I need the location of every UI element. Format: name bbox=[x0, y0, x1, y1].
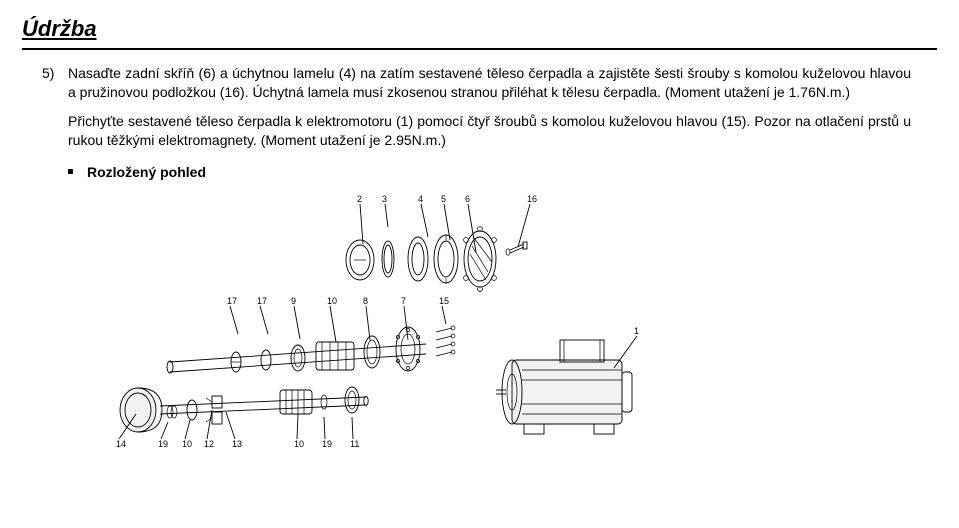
svg-text:7: 7 bbox=[401, 296, 406, 306]
part-5 bbox=[434, 235, 458, 283]
part-1-motor bbox=[496, 340, 632, 434]
part-19a bbox=[167, 406, 177, 418]
svg-text:1: 1 bbox=[634, 326, 639, 336]
step-text: Nasaďte zadní skříň (6) a úchytnou lamel… bbox=[68, 64, 937, 102]
part-3 bbox=[382, 241, 394, 277]
part-4 bbox=[408, 237, 428, 281]
bullet-dot bbox=[68, 169, 73, 174]
part-17b bbox=[261, 350, 271, 370]
svg-text:10: 10 bbox=[294, 439, 304, 449]
part-6 bbox=[464, 226, 497, 291]
exploded-view-diagram: 23456161717910871514191012131019111 bbox=[108, 192, 937, 462]
part-17a bbox=[231, 352, 241, 372]
svg-text:10: 10 bbox=[327, 296, 337, 306]
svg-text:16: 16 bbox=[527, 194, 537, 204]
svg-text:15: 15 bbox=[439, 296, 449, 306]
svg-text:10: 10 bbox=[182, 439, 192, 449]
bullet-label: Rozložený pohled bbox=[87, 164, 206, 180]
svg-text:2: 2 bbox=[357, 194, 362, 204]
svg-text:4: 4 bbox=[418, 194, 423, 204]
svg-text:6: 6 bbox=[465, 194, 470, 204]
page-title: Údržba bbox=[22, 16, 937, 42]
part-7 bbox=[396, 327, 420, 371]
exploded-view-heading: Rozložený pohled bbox=[68, 164, 937, 180]
part-14 bbox=[120, 388, 162, 432]
title-rule bbox=[22, 48, 937, 50]
part-10b bbox=[187, 400, 197, 420]
part-10c bbox=[280, 390, 312, 414]
svg-text:17: 17 bbox=[257, 296, 267, 306]
part-8 bbox=[364, 336, 380, 368]
svg-text:9: 9 bbox=[291, 296, 296, 306]
svg-text:17: 17 bbox=[227, 296, 237, 306]
svg-text:5: 5 bbox=[441, 194, 446, 204]
svg-text:13: 13 bbox=[232, 439, 242, 449]
attach-paragraph: Přichyťte sestavené těleso čerpadla k el… bbox=[68, 112, 911, 150]
part-11 bbox=[345, 387, 359, 413]
svg-text:3: 3 bbox=[382, 194, 387, 204]
svg-text:11: 11 bbox=[350, 439, 359, 449]
part-13 bbox=[206, 412, 222, 424]
part-16 bbox=[506, 242, 527, 255]
svg-text:8: 8 bbox=[363, 296, 368, 306]
part-12 bbox=[206, 396, 222, 408]
part-2 bbox=[346, 240, 374, 280]
svg-text:19: 19 bbox=[158, 439, 168, 449]
svg-text:12: 12 bbox=[204, 439, 214, 449]
step-number: 5) bbox=[22, 64, 68, 102]
part-15 bbox=[436, 326, 455, 356]
step-5: 5) Nasaďte zadní skříň (6) a úchytnou la… bbox=[22, 64, 937, 102]
part-10 bbox=[316, 342, 354, 370]
svg-text:19: 19 bbox=[322, 439, 332, 449]
part-9 bbox=[291, 345, 305, 371]
svg-text:14: 14 bbox=[116, 439, 126, 449]
